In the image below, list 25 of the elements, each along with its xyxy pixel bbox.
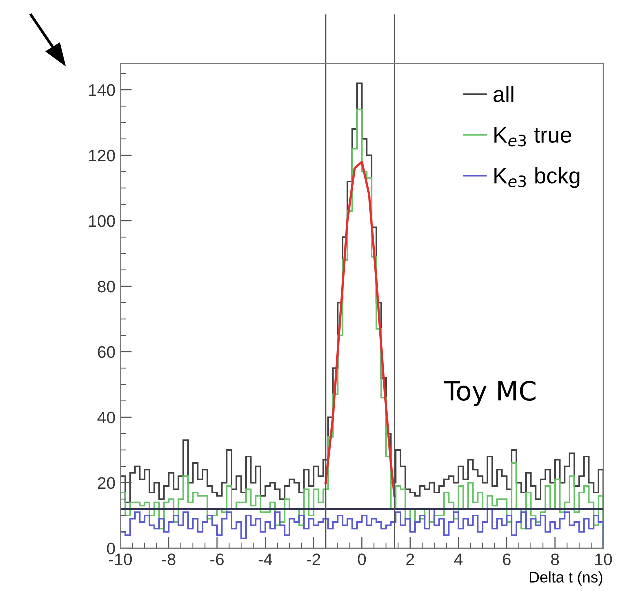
- y-tick-label: 120: [89, 150, 116, 162]
- y-tick-label: 20: [98, 477, 116, 490]
- legend-label: all: [494, 86, 514, 102]
- line-series: [324, 160, 396, 498]
- x-tick-label: 4: [454, 554, 463, 566]
- y-tick-label: 140: [89, 84, 116, 96]
- x-tick-label: 2: [406, 554, 414, 566]
- y-tick-label: 60: [98, 346, 116, 358]
- x-tick-label: -10: [109, 554, 132, 566]
- x-tick-label: -6: [210, 554, 224, 566]
- legend-label: K$_{e3}$ bckg: [494, 167, 580, 188]
- x-axis-title: Delta t (ns): [530, 572, 603, 586]
- y-tick-label: 0: [107, 542, 116, 555]
- x-tick-label: -2: [307, 554, 320, 566]
- x-tick-label: 6: [503, 554, 511, 566]
- x-tick-label: 8: [551, 554, 560, 566]
- y-tick-label: 40: [98, 412, 116, 424]
- x-tick-label: 10: [596, 554, 612, 566]
- y-tick-label: 100: [89, 215, 116, 228]
- annotation: Toy MC: [444, 381, 536, 406]
- x-tick-label: 0: [358, 554, 366, 566]
- legend-label: K$_{e3}$ true: [494, 128, 572, 147]
- x-tick-label: -8: [162, 554, 176, 566]
- x-tick-label: -4: [258, 554, 272, 566]
- y-tick-label: 80: [98, 280, 116, 293]
